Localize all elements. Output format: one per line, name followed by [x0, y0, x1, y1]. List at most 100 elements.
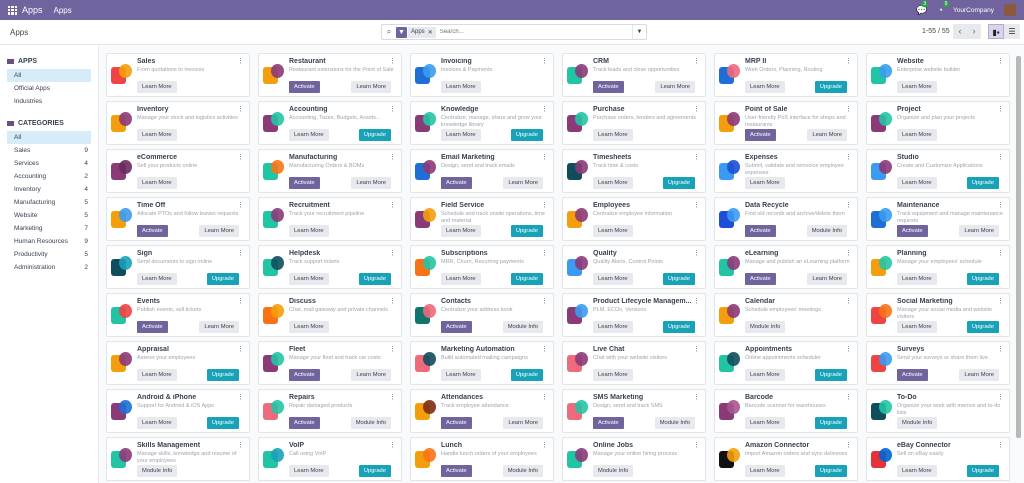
- kebab-menu-icon[interactable]: ⋮: [237, 58, 244, 65]
- learn-more-button[interactable]: Learn More: [745, 369, 785, 381]
- activate-button[interactable]: Activate: [289, 417, 320, 429]
- module-info-button[interactable]: Module Info: [502, 465, 543, 477]
- kebab-menu-icon[interactable]: ⋮: [845, 154, 852, 161]
- search-icon[interactable]: ⌕: [386, 27, 392, 36]
- upgrade-button[interactable]: Upgrade: [814, 369, 847, 381]
- learn-more-button[interactable]: Learn More: [745, 177, 785, 189]
- learn-more-button[interactable]: Learn More: [137, 417, 177, 429]
- kebab-menu-icon[interactable]: ⋮: [237, 154, 244, 161]
- sidebar-item-category[interactable]: Marketing 7: [7, 222, 91, 235]
- upgrade-button[interactable]: Upgrade: [510, 225, 543, 237]
- module-info-button[interactable]: Module Info: [593, 465, 634, 477]
- learn-more-button[interactable]: Learn More: [137, 369, 177, 381]
- kebab-menu-icon[interactable]: ⋮: [997, 442, 1004, 449]
- module-info-button[interactable]: Module Info: [502, 321, 543, 333]
- upgrade-button[interactable]: Upgrade: [510, 369, 543, 381]
- kebab-menu-icon[interactable]: ⋮: [389, 346, 396, 353]
- learn-more-button[interactable]: Learn More: [959, 225, 999, 237]
- learn-more-button[interactable]: Learn More: [441, 369, 481, 381]
- sidebar-item-category[interactable]: All: [7, 131, 91, 144]
- list-view-button[interactable]: ☰: [1004, 24, 1020, 39]
- learn-more-button[interactable]: Learn More: [897, 81, 937, 93]
- learn-more-button[interactable]: Learn More: [289, 225, 329, 237]
- learn-more-button[interactable]: Learn More: [593, 177, 633, 189]
- upgrade-button[interactable]: Upgrade: [966, 465, 999, 477]
- upgrade-button[interactable]: Upgrade: [510, 129, 543, 141]
- learn-more-button[interactable]: Learn More: [897, 321, 937, 333]
- kebab-menu-icon[interactable]: ⋮: [389, 394, 396, 401]
- kebab-menu-icon[interactable]: ⋮: [997, 58, 1004, 65]
- learn-more-button[interactable]: Learn More: [137, 177, 177, 189]
- learn-more-button[interactable]: Learn More: [593, 225, 633, 237]
- kebab-menu-icon[interactable]: ⋮: [997, 106, 1004, 113]
- kebab-menu-icon[interactable]: ⋮: [237, 394, 244, 401]
- sidebar-item-category[interactable]: Human Resources 9: [7, 235, 91, 248]
- kebab-menu-icon[interactable]: ⋮: [693, 154, 700, 161]
- upgrade-button[interactable]: Upgrade: [966, 273, 999, 285]
- remove-facet-icon[interactable]: ✕: [427, 29, 433, 36]
- search-input[interactable]: [439, 29, 632, 35]
- upgrade-button[interactable]: Upgrade: [206, 417, 239, 429]
- learn-more-button[interactable]: Learn More: [959, 369, 999, 381]
- learn-more-button[interactable]: Learn More: [289, 321, 329, 333]
- kebab-menu-icon[interactable]: ⋮: [541, 202, 548, 209]
- kebab-menu-icon[interactable]: ⋮: [845, 58, 852, 65]
- activate-button[interactable]: Activate: [289, 369, 320, 381]
- kebab-menu-icon[interactable]: ⋮: [389, 250, 396, 257]
- upgrade-button[interactable]: Upgrade: [814, 417, 847, 429]
- upgrade-button[interactable]: Upgrade: [966, 321, 999, 333]
- app-title[interactable]: Apps: [22, 5, 43, 15]
- learn-more-button[interactable]: Learn More: [137, 273, 177, 285]
- activate-button[interactable]: Activate: [441, 465, 472, 477]
- upgrade-button[interactable]: Upgrade: [358, 465, 391, 477]
- learn-more-button[interactable]: Learn More: [593, 129, 633, 141]
- learn-more-button[interactable]: Learn More: [441, 273, 481, 285]
- activate-button[interactable]: Activate: [289, 81, 320, 93]
- learn-more-button[interactable]: Learn More: [351, 369, 391, 381]
- upgrade-button[interactable]: Upgrade: [966, 177, 999, 189]
- activate-button[interactable]: Activate: [441, 321, 472, 333]
- search-options-dropdown[interactable]: ▼: [632, 25, 646, 39]
- kebab-menu-icon[interactable]: ⋮: [237, 298, 244, 305]
- activate-button[interactable]: Activate: [745, 129, 776, 141]
- learn-more-button[interactable]: Learn More: [441, 129, 481, 141]
- module-info-button[interactable]: Module Info: [350, 417, 391, 429]
- learn-more-button[interactable]: Learn More: [289, 273, 329, 285]
- avatar[interactable]: [1004, 4, 1016, 16]
- learn-more-button[interactable]: Learn More: [593, 321, 633, 333]
- upgrade-button[interactable]: Upgrade: [510, 273, 543, 285]
- app-grid-icon[interactable]: [8, 5, 17, 15]
- learn-more-button[interactable]: Learn More: [807, 129, 847, 141]
- learn-more-button[interactable]: Learn More: [441, 81, 481, 93]
- module-info-button[interactable]: Module Info: [745, 321, 786, 333]
- kebab-menu-icon[interactable]: ⋮: [237, 106, 244, 113]
- scrollbar[interactable]: [1016, 56, 1021, 438]
- kebab-menu-icon[interactable]: ⋮: [997, 346, 1004, 353]
- activate-button[interactable]: Activate: [745, 273, 776, 285]
- kebab-menu-icon[interactable]: ⋮: [693, 298, 700, 305]
- kebab-menu-icon[interactable]: ⋮: [389, 154, 396, 161]
- upgrade-button[interactable]: Upgrade: [358, 273, 391, 285]
- sidebar-item-category[interactable]: Services 4: [7, 157, 91, 170]
- module-info-button[interactable]: Module Info: [897, 417, 938, 429]
- sidebar-item-category[interactable]: Website 5: [7, 209, 91, 222]
- kebab-menu-icon[interactable]: ⋮: [541, 58, 548, 65]
- activate-button[interactable]: Activate: [593, 81, 624, 93]
- learn-more-button[interactable]: Learn More: [593, 273, 633, 285]
- sidebar-item-category[interactable]: Accounting 2: [7, 170, 91, 183]
- activate-button[interactable]: Activate: [745, 225, 776, 237]
- kebab-menu-icon[interactable]: ⋮: [693, 106, 700, 113]
- learn-more-button[interactable]: Learn More: [503, 177, 543, 189]
- kebab-menu-icon[interactable]: ⋮: [693, 442, 700, 449]
- kebab-menu-icon[interactable]: ⋮: [845, 346, 852, 353]
- kebab-menu-icon[interactable]: ⋮: [693, 346, 700, 353]
- upgrade-button[interactable]: Upgrade: [662, 273, 695, 285]
- upgrade-button[interactable]: Upgrade: [814, 81, 847, 93]
- learn-more-button[interactable]: Learn More: [137, 129, 177, 141]
- kebab-menu-icon[interactable]: ⋮: [389, 58, 396, 65]
- learn-more-button[interactable]: Learn More: [351, 177, 391, 189]
- kebab-menu-icon[interactable]: ⋮: [997, 250, 1004, 257]
- upgrade-button[interactable]: Upgrade: [206, 273, 239, 285]
- kebab-menu-icon[interactable]: ⋮: [389, 298, 396, 305]
- upgrade-button[interactable]: Upgrade: [814, 465, 847, 477]
